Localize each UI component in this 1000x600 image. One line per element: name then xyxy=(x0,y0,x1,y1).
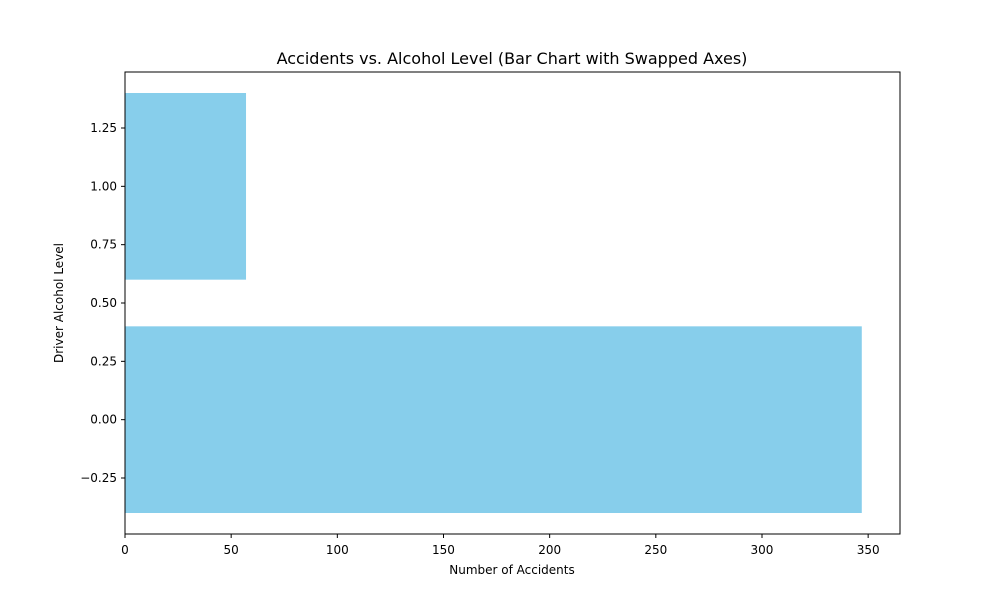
y-tick-label: −0.25 xyxy=(80,471,117,485)
y-tick-label: 1.00 xyxy=(90,179,117,193)
y-tick-label: 0.75 xyxy=(90,238,117,252)
chart-title: Accidents vs. Alcohol Level (Bar Chart w… xyxy=(277,49,748,68)
y-tick-label: 0.50 xyxy=(90,296,117,310)
y-tick-label: 1.25 xyxy=(90,121,117,135)
bar-1 xyxy=(125,93,247,280)
y-axis: −0.25 0.00 0.25 0.50 0.75 1.00 1.25 xyxy=(80,121,125,485)
x-tick-label: 0 xyxy=(121,543,129,557)
x-axis-label: Number of Accidents xyxy=(449,563,575,577)
x-tick-label: 200 xyxy=(538,543,561,557)
x-axis: 0 50 100 150 200 250 300 350 xyxy=(121,534,880,557)
y-tick-label: 0.00 xyxy=(90,413,117,427)
x-tick-label: 100 xyxy=(326,543,349,557)
bar-0 xyxy=(125,326,862,513)
bars-group xyxy=(125,93,862,513)
x-tick-label: 50 xyxy=(224,543,239,557)
x-tick-label: 150 xyxy=(432,543,455,557)
x-tick-label: 350 xyxy=(857,543,880,557)
x-tick-label: 250 xyxy=(644,543,667,557)
y-tick-label: 0.25 xyxy=(90,354,117,368)
x-tick-label: 300 xyxy=(751,543,774,557)
y-axis-label: Driver Alcohol Level xyxy=(52,243,66,363)
